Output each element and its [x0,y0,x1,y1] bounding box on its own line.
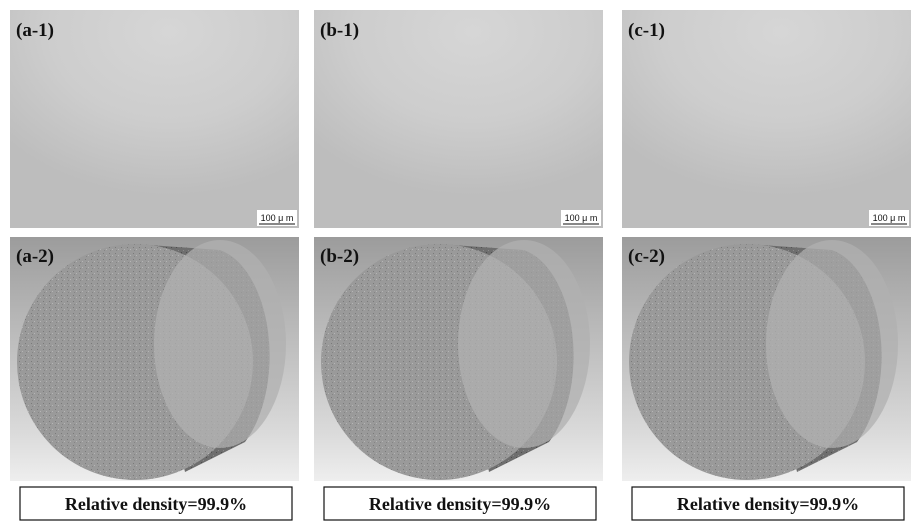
panel-label: (a-2) [16,246,54,267]
scale-bar-label: 100 μ m [261,213,294,223]
cylinder-inner [766,240,898,448]
panel-label: (c-2) [628,246,665,267]
cylinder-inner [458,240,590,448]
panel-column: (c-1) 100 μ m (c-2) Relative density=99.9% [622,10,911,520]
micrograph [10,10,299,228]
caption: Relative density=99.9% [369,494,551,514]
panel-label: (a-1) [16,20,54,41]
micrograph [314,10,603,228]
panel-column: (a-1) 100 μ m (a-2) Relative density=99.9% [10,10,299,520]
scale-bar-label: 100 μ m [565,213,598,223]
panel-label: (b-2) [320,246,359,267]
cylinder-inner [154,240,286,448]
micrograph [622,10,911,228]
panel-column: (b-1) 100 μ m (b-2) Relative density=99.9% [314,10,603,520]
figure: (a-1)100 μ m(a-2)Relative density=99.9%(… [0,0,911,521]
caption: Relative density=99.9% [677,494,859,514]
scale-bar-label: 100 μ m [873,213,906,223]
caption: Relative density=99.9% [65,494,247,514]
panel-label: (b-1) [320,20,359,41]
panel-label: (c-1) [628,20,665,41]
